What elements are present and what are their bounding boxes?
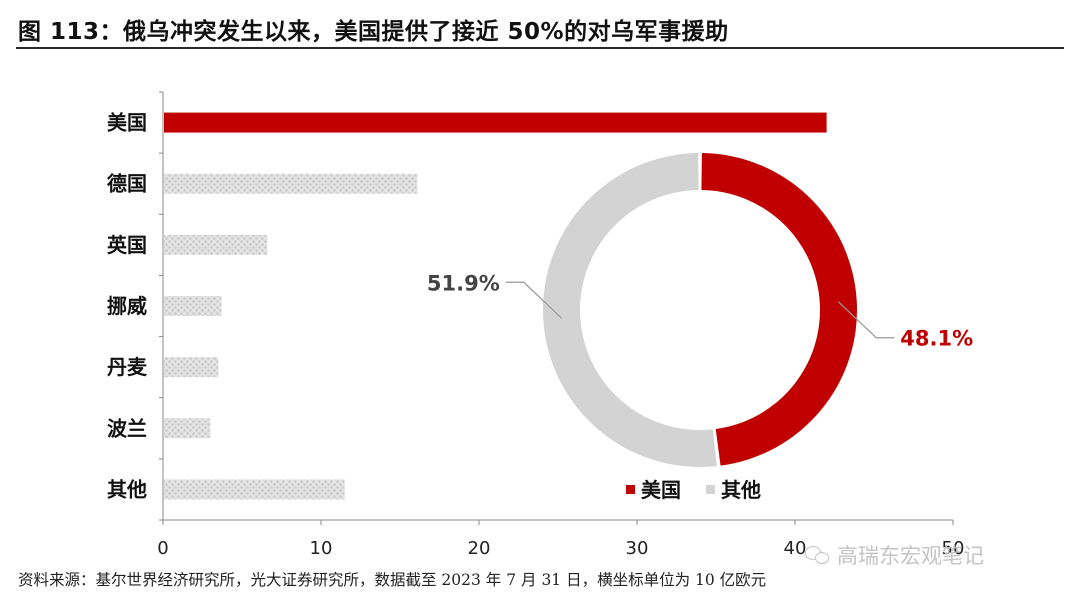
x-tick-label: 0: [157, 538, 168, 559]
donut-chart: 48.1% 51.9% 美国 其他: [427, 153, 973, 502]
x-tick-label: 10: [310, 538, 333, 559]
leader-line-1: [505, 281, 563, 319]
donut-slice-1: [543, 153, 717, 468]
donut-slice-0: [701, 153, 857, 466]
bar-2: [164, 234, 268, 255]
category-label: 英国: [107, 233, 147, 257]
wechat-icon: [805, 545, 831, 565]
slice-value-label-0: 48.1%: [900, 327, 973, 351]
source-note: 资料来源：基尔世界经济研究所，光大证券研究所，数据截至 2023 年 7 月 3…: [18, 571, 767, 589]
legend-swatch-1: [706, 485, 715, 494]
title-divider: [16, 47, 1064, 49]
category-label: 德国: [107, 172, 147, 196]
watermark: 高瑞东宏观笔记: [805, 540, 984, 570]
watermark-text: 高瑞东宏观笔记: [837, 544, 984, 568]
legend-swatch-0: [626, 485, 635, 494]
bar-4: [164, 357, 219, 378]
figure-title: 图 113：俄乌冲突发生以来，美国提供了接近 50%的对乌军事援助: [18, 19, 729, 45]
x-tick-label: 30: [626, 538, 649, 559]
category-label: 丹麦: [107, 355, 148, 379]
legend-label-1: 其他: [721, 478, 761, 502]
x-tick-label: 40: [784, 538, 807, 559]
category-label: 挪威: [107, 294, 147, 318]
leader-line-0: [837, 301, 895, 339]
category-label: 其他: [107, 477, 147, 501]
bar-5: [164, 418, 211, 439]
bar-1: [164, 173, 418, 194]
category-label: 波兰: [107, 416, 147, 440]
category-label: 美国: [107, 111, 147, 135]
slice-value-label-1: 51.9%: [427, 271, 500, 295]
x-tick-label: 20: [468, 538, 491, 559]
bar-3: [164, 296, 222, 316]
bar-6: [164, 479, 345, 500]
legend-label-0: 美国: [641, 478, 681, 502]
x-tick-label: 50: [942, 538, 965, 559]
bar-0: [164, 112, 827, 133]
